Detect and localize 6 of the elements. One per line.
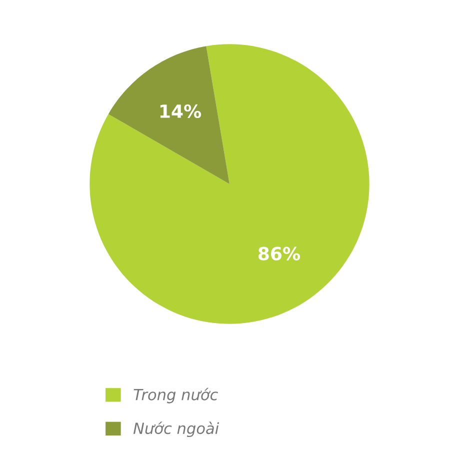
- pie-slice: [90, 44, 370, 324]
- legend-label: Nước ngoài: [133, 422, 220, 438]
- data-label: 14%: [160, 104, 202, 118]
- pie-slice: [108, 46, 230, 184]
- data-label: 86%: [258, 246, 300, 260]
- legend-label: Trong nước: [134, 388, 218, 404]
